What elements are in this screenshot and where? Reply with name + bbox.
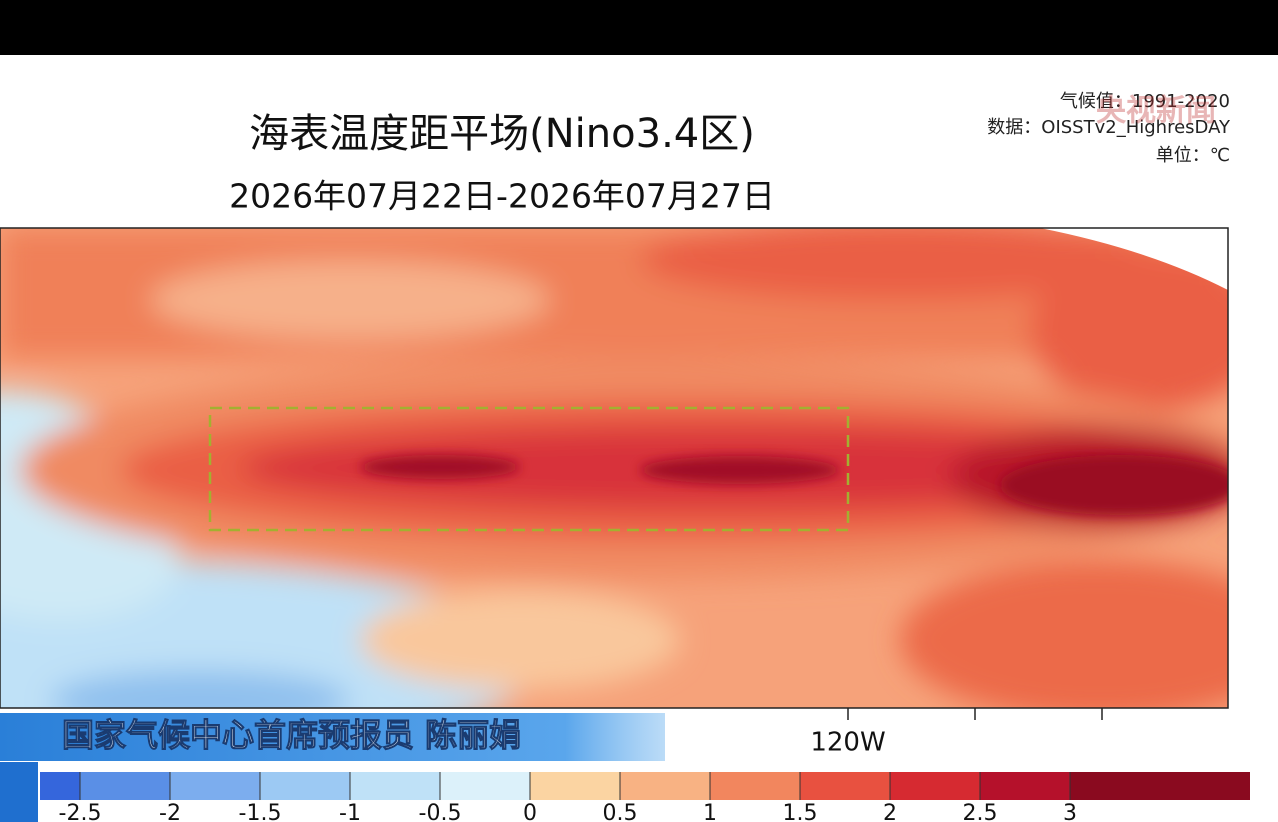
colorbar-label: 2.5 (963, 801, 998, 822)
colorbar-bin (620, 772, 710, 800)
colorbar-label: 3 (1063, 801, 1077, 822)
lon-label: 120W (810, 728, 885, 758)
map-subtitle: 2026年07月22日-2026年07月27日 (229, 177, 775, 216)
map-frame (0, 227, 1229, 709)
colorbar-bin (440, 772, 530, 800)
meta-climatology: 气候值：1991-2020 (1060, 91, 1230, 112)
side-tab (0, 762, 38, 822)
map-title: 海表温度距平场(Nino3.4区) (249, 111, 755, 157)
colorbar-label: -1 (339, 801, 361, 822)
colorbar-label: 1.5 (783, 801, 818, 822)
colorbar-label: -2.5 (59, 801, 102, 822)
meta-source: 数据：OISSTv2_HighresDAY (987, 117, 1231, 138)
caption-banner (0, 713, 665, 761)
colorbar-bin (40, 772, 80, 800)
colorbar-bin (890, 772, 980, 800)
colorbar-label: 0 (523, 801, 537, 822)
colorbar-label: 1 (703, 801, 717, 822)
colorbar-bin (530, 772, 620, 800)
colorbar-label: 0.5 (603, 801, 638, 822)
colorbar-bin (350, 772, 440, 800)
colorbar-bin (1070, 772, 1250, 800)
meta-unit: 单位：℃ (1156, 145, 1230, 166)
colorbar: -2.5 -2 -1.5 -1 -0.5 0 0.5 1 1.5 2 2.5 3 (40, 772, 1250, 822)
colorbar-bin (80, 772, 170, 800)
top-bar (0, 0, 1278, 55)
colorbar-label: -2 (159, 801, 181, 822)
watermark: 央视新闻 (1096, 94, 1216, 129)
caption: 国家气候中心首席预报员 陈丽娟 (62, 716, 521, 754)
colorbar-bin (260, 772, 350, 800)
colorbar-bin (170, 772, 260, 800)
colorbar-label: -0.5 (419, 801, 462, 822)
colorbar-label: 2 (883, 801, 897, 822)
colorbar-bin (800, 772, 890, 800)
colorbar-bin (710, 772, 800, 800)
colorbar-label: -1.5 (239, 801, 282, 822)
colorbar-bin (980, 772, 1070, 800)
sst-map (0, 228, 1228, 708)
